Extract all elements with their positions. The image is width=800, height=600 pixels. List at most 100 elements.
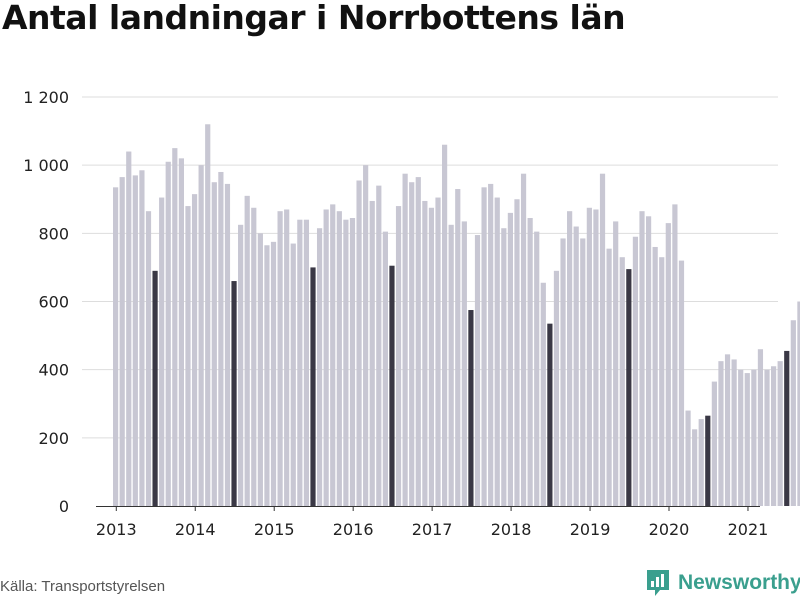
bar (172, 148, 178, 506)
bar (613, 221, 619, 506)
y-tick-label: 1 200 (23, 88, 69, 107)
source-note: Källa: Transportstyrelsen (0, 578, 166, 595)
bar (376, 185, 382, 506)
bar (672, 204, 678, 507)
y-axis-labels: 0 200 400 600 800 1 000 1 200 (23, 88, 69, 516)
bar (711, 381, 717, 506)
bar (626, 269, 632, 506)
bar (692, 429, 698, 506)
bar (639, 211, 645, 506)
y-tick-label: 1 000 (23, 156, 69, 175)
bar (218, 171, 224, 506)
chart-title: Antal landningar i Norrbottens län (2, 0, 626, 37)
bar (784, 350, 790, 506)
brand-name: Newsworthy (678, 571, 800, 594)
bar (567, 211, 573, 506)
bar (165, 161, 171, 506)
bar (705, 415, 711, 506)
bar (415, 177, 421, 507)
bar (336, 211, 342, 506)
bar (211, 182, 217, 507)
bar (442, 144, 448, 506)
bar (797, 301, 800, 506)
bar (514, 199, 520, 506)
bar (448, 224, 454, 506)
bar (573, 226, 579, 506)
bar (270, 241, 277, 506)
bar (159, 197, 165, 506)
bar (757, 349, 764, 506)
bar (231, 281, 237, 506)
bar (185, 206, 191, 507)
bar (303, 219, 310, 506)
bar (580, 238, 586, 506)
bar (724, 354, 731, 506)
bar (238, 224, 244, 506)
bar (363, 165, 369, 506)
bar (501, 228, 507, 507)
x-axis-labels: 2013201420152016201720182019202020212022 (96, 506, 769, 539)
bar (224, 183, 231, 506)
bar (178, 158, 184, 506)
bar (277, 211, 283, 506)
y-tick-label: 200 (38, 429, 69, 448)
y-tick-label: 800 (38, 224, 69, 243)
x-tick-label: 2018 (491, 520, 532, 539)
bar (119, 177, 125, 507)
x-tick-label: 2019 (570, 520, 611, 539)
bar (126, 151, 132, 507)
bar (244, 195, 250, 506)
x-tick-label: 2014 (175, 520, 216, 539)
y-tick-label: 400 (38, 361, 69, 380)
bar (632, 236, 639, 506)
bar (698, 419, 704, 506)
x-tick-label: 2017 (412, 520, 453, 539)
bar (606, 248, 612, 506)
bar (553, 270, 560, 506)
bar (527, 217, 533, 506)
x-tick-label: 2021 (728, 520, 769, 539)
bar (428, 207, 435, 507)
bar (731, 359, 737, 506)
bar (659, 257, 665, 506)
bar (534, 231, 540, 507)
bar (790, 320, 796, 506)
bar (593, 209, 599, 506)
bar (771, 366, 777, 506)
bar (599, 173, 606, 506)
x-tick-label: 2016 (333, 520, 374, 539)
bar (323, 209, 329, 506)
bar (461, 221, 467, 506)
bar (316, 228, 323, 507)
bar (488, 183, 494, 506)
bar (744, 373, 750, 506)
bar (422, 200, 428, 506)
bar (520, 173, 527, 506)
x-tick-label: 2020 (649, 520, 690, 539)
bar (409, 182, 415, 507)
bar (389, 265, 395, 506)
y-tick-label: 600 (38, 293, 69, 312)
bar (435, 197, 441, 506)
bar (560, 238, 566, 506)
bar (540, 282, 546, 506)
y-tick-label: 0 (59, 497, 69, 516)
brand-logo: Newsworthy (645, 567, 800, 599)
bar (619, 257, 625, 506)
bar (139, 170, 145, 506)
x-tick-label: 2013 (96, 520, 137, 539)
bar (113, 187, 119, 506)
bar (284, 209, 290, 506)
bar (738, 369, 744, 506)
bars (113, 124, 800, 507)
bar (290, 243, 296, 506)
bar (191, 194, 198, 506)
bar (652, 246, 658, 506)
bar (205, 124, 211, 507)
bar (481, 187, 487, 506)
bar (349, 217, 356, 506)
bar (474, 235, 481, 506)
bar (678, 260, 685, 506)
bar (310, 267, 316, 506)
bar (297, 219, 303, 506)
